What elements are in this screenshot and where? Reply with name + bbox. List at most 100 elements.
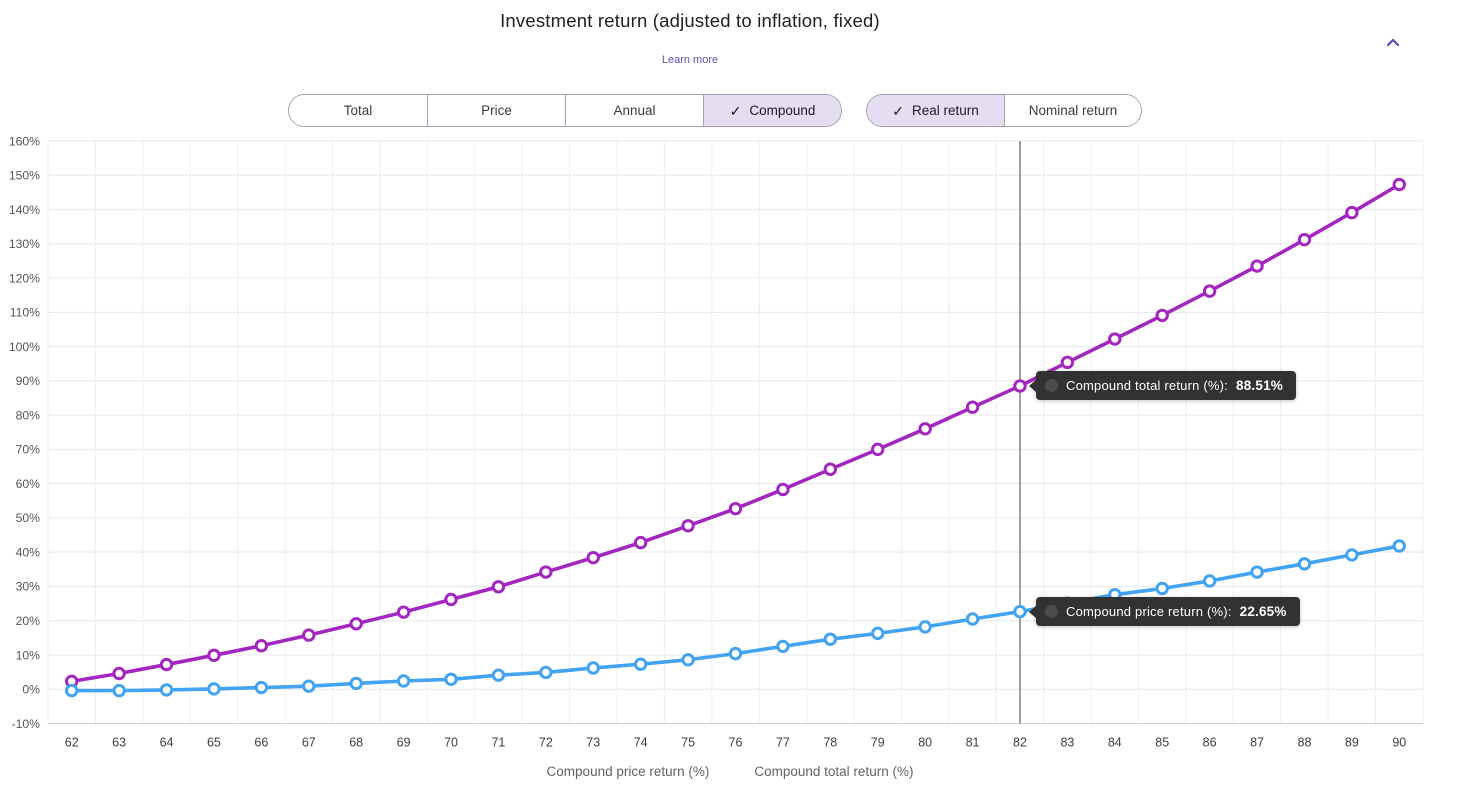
toggle-annual[interactable]: Annual (565, 95, 703, 126)
data-point-marker[interactable] (681, 653, 695, 667)
data-point-marker[interactable] (1345, 548, 1359, 562)
learn-more-link[interactable]: Learn more (661, 54, 719, 66)
data-point-marker[interactable] (254, 639, 269, 653)
data-point-marker[interactable] (586, 550, 600, 565)
data-point-marker[interactable] (1392, 177, 1406, 192)
svg-text:30%: 30% (16, 580, 41, 594)
svg-text:80: 80 (918, 736, 932, 750)
data-point-marker[interactable] (396, 605, 411, 619)
data-point-marker[interactable] (1392, 539, 1406, 553)
data-point-marker[interactable] (1297, 232, 1312, 247)
data-point-marker[interactable] (112, 683, 126, 698)
legend-item-compound-price-return[interactable]: Compound price return (%) (546, 764, 710, 779)
svg-text:100%: 100% (9, 340, 40, 354)
data-point-marker[interactable] (444, 672, 458, 686)
legend-item-compound-total-return[interactable]: Compound total return (%) (754, 764, 914, 779)
data-point-marker[interactable] (65, 683, 79, 698)
data-point-marker[interactable] (1202, 574, 1217, 588)
data-point-marker[interactable] (633, 657, 648, 671)
toggle-real-return[interactable]: ✓ Real return (867, 95, 1004, 126)
data-point-marker[interactable] (1060, 355, 1075, 370)
toggle-total[interactable]: Total (289, 95, 427, 126)
toggle-price-label: Price (481, 103, 512, 118)
data-point-marker[interactable] (918, 620, 932, 634)
svg-text:73: 73 (586, 736, 600, 750)
toggle-price[interactable]: Price (427, 95, 565, 126)
tooltip-series-dot-icon (1045, 605, 1058, 618)
data-point-marker[interactable] (823, 632, 838, 646)
data-point-marker[interactable] (1013, 604, 1027, 619)
data-point-marker[interactable] (207, 648, 221, 663)
data-point-marker[interactable] (776, 482, 790, 497)
svg-text:76: 76 (729, 736, 743, 750)
return-toggle-group: ✓ Real return Nominal return (866, 94, 1142, 127)
data-point-marker[interactable] (681, 519, 695, 533)
collapse-chart-button[interactable] (1380, 30, 1406, 56)
svg-text:84: 84 (1108, 736, 1122, 750)
tooltip-compound-total-return: Compound total return (%): 88.51% (1029, 371, 1296, 400)
data-point-marker[interactable] (871, 442, 885, 457)
svg-text:79: 79 (871, 736, 885, 750)
series-compound-price-return (65, 539, 1406, 698)
data-point-marker[interactable] (965, 612, 980, 626)
data-point-marker[interactable] (396, 674, 411, 688)
data-point-marker[interactable] (918, 422, 932, 436)
data-point-marker[interactable] (159, 657, 174, 672)
data-point-marker[interactable] (539, 665, 553, 680)
data-point-marker[interactable] (302, 679, 316, 693)
svg-text:87: 87 (1250, 736, 1264, 750)
data-point-marker[interactable] (1250, 259, 1264, 273)
svg-text:89: 89 (1345, 736, 1359, 750)
toggle-real-return-label: Real return (911, 103, 979, 118)
data-point-marker[interactable] (159, 683, 174, 697)
toggle-total-label: Total (343, 103, 373, 118)
data-point-marker[interactable] (823, 462, 838, 476)
chart-legend: Compound price return (%) Compound total… (0, 764, 1460, 779)
data-point-marker[interactable] (539, 565, 553, 579)
data-point-marker[interactable] (1250, 565, 1264, 579)
data-point-marker[interactable] (254, 680, 269, 695)
svg-text:65: 65 (207, 736, 221, 750)
data-point-marker[interactable] (1155, 308, 1169, 323)
svg-text:160%: 160% (9, 134, 40, 148)
svg-text:130%: 130% (9, 237, 40, 251)
data-point-marker[interactable] (112, 666, 126, 681)
y-gridlines (48, 140, 1423, 724)
data-point-marker[interactable] (871, 626, 885, 641)
data-point-marker[interactable] (207, 682, 221, 696)
svg-text:90: 90 (1392, 736, 1406, 750)
data-point-marker[interactable] (1013, 379, 1027, 393)
toggle-nominal-return[interactable]: Nominal return (1004, 95, 1141, 126)
data-point-marker[interactable] (965, 400, 980, 414)
svg-text:62: 62 (65, 736, 79, 750)
svg-text:40%: 40% (16, 545, 41, 559)
data-point-marker[interactable] (633, 535, 648, 550)
data-point-marker[interactable] (728, 501, 743, 516)
svg-text:68: 68 (349, 736, 363, 750)
svg-text:75: 75 (681, 736, 695, 750)
data-point-marker[interactable] (349, 676, 363, 691)
data-point-marker[interactable] (491, 668, 506, 682)
toggle-compound[interactable]: ✓ Compound (703, 95, 841, 126)
data-point-marker[interactable] (444, 592, 458, 607)
svg-text:67: 67 (302, 736, 316, 750)
data-point-marker[interactable] (491, 580, 506, 594)
metric-toggle-group: Total Price Annual ✓ Compound (288, 94, 842, 127)
data-point-marker[interactable] (1155, 581, 1169, 596)
svg-text:90%: 90% (16, 374, 41, 388)
data-point-marker[interactable] (302, 628, 316, 642)
tooltip-label: Compound total return (%): (1066, 378, 1228, 393)
data-point-marker[interactable] (586, 661, 600, 675)
svg-text:120%: 120% (9, 271, 40, 285)
svg-text:66: 66 (254, 736, 268, 750)
data-point-marker[interactable] (776, 639, 790, 654)
svg-text:71: 71 (491, 736, 505, 750)
data-point-marker[interactable] (1297, 557, 1312, 571)
data-point-marker[interactable] (728, 646, 743, 661)
data-point-marker[interactable] (1202, 284, 1217, 298)
data-point-marker[interactable] (1108, 332, 1122, 346)
svg-text:150%: 150% (9, 169, 40, 183)
data-point-marker[interactable] (349, 617, 363, 631)
data-point-marker[interactable] (1345, 205, 1359, 220)
